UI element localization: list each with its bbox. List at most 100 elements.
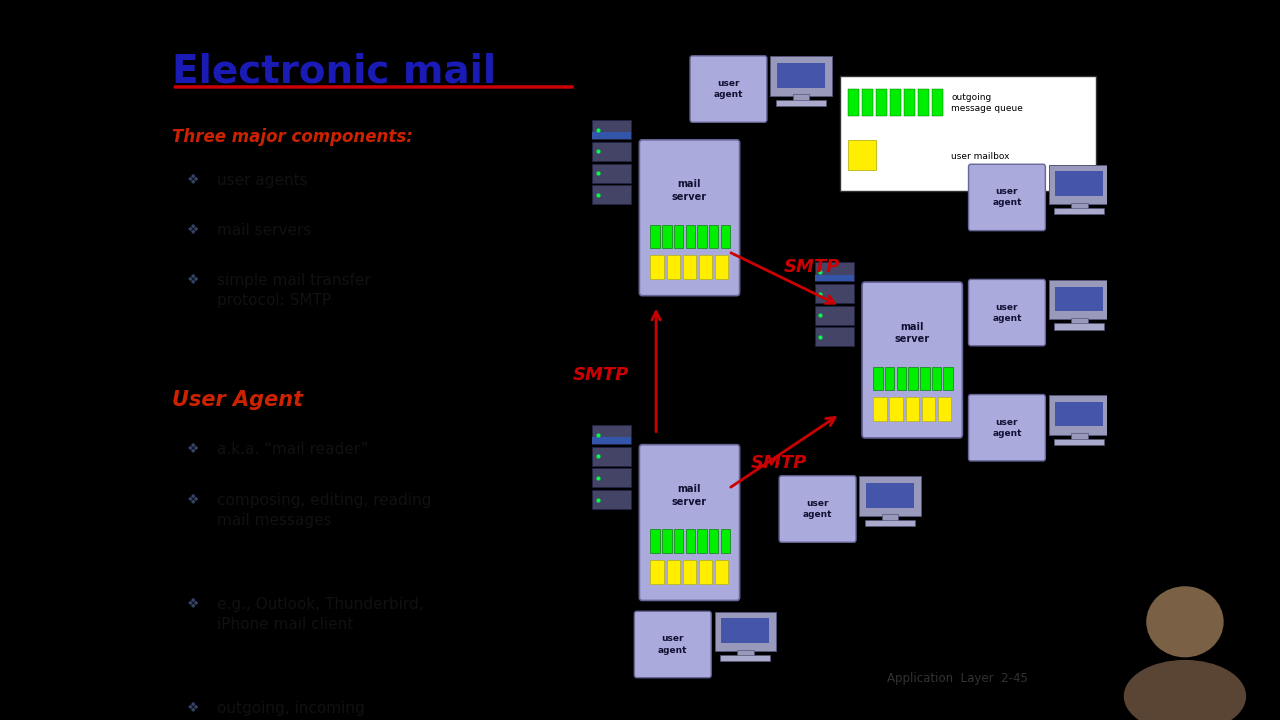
Text: user
agent: user agent <box>714 79 744 99</box>
Bar <box>884 366 895 390</box>
Bar <box>1071 433 1088 440</box>
FancyBboxPatch shape <box>969 164 1046 230</box>
Text: SMTP: SMTP <box>751 454 808 472</box>
Bar <box>699 560 712 583</box>
Bar <box>662 225 672 248</box>
Bar <box>593 163 631 183</box>
Bar <box>909 366 918 390</box>
Bar <box>863 89 873 116</box>
FancyBboxPatch shape <box>863 282 963 438</box>
Bar <box>815 274 854 282</box>
Bar <box>932 366 941 390</box>
Text: ❖: ❖ <box>187 701 200 715</box>
Bar <box>593 446 631 466</box>
Bar <box>849 89 859 116</box>
Ellipse shape <box>1125 661 1245 720</box>
Text: user
agent: user agent <box>658 634 687 654</box>
Bar <box>721 618 769 643</box>
Text: mail
server: mail server <box>672 179 707 202</box>
Bar <box>840 76 1096 191</box>
Bar <box>867 483 914 508</box>
Bar <box>593 437 631 444</box>
Bar <box>698 529 707 553</box>
FancyBboxPatch shape <box>635 611 712 678</box>
Text: SMTP: SMTP <box>785 258 841 276</box>
Text: mail
server: mail server <box>672 485 707 507</box>
Bar <box>938 397 951 421</box>
Bar <box>815 306 854 325</box>
Text: Three major components:: Three major components: <box>173 128 413 146</box>
Text: user
agent: user agent <box>992 418 1021 438</box>
Bar <box>905 397 919 421</box>
Text: ❖: ❖ <box>187 273 200 287</box>
Bar <box>667 255 680 279</box>
Bar <box>650 529 660 553</box>
Bar <box>662 529 672 553</box>
FancyBboxPatch shape <box>969 395 1046 461</box>
Bar <box>873 366 883 390</box>
FancyBboxPatch shape <box>690 56 767 122</box>
Bar <box>904 89 915 116</box>
Bar <box>771 56 832 96</box>
Text: SMTP: SMTP <box>572 366 628 384</box>
Bar <box>698 225 707 248</box>
FancyBboxPatch shape <box>780 476 856 542</box>
Bar <box>815 263 854 282</box>
Bar <box>593 469 631 487</box>
Bar <box>777 63 824 88</box>
Text: user
agent: user agent <box>992 302 1021 323</box>
Circle shape <box>1147 587 1222 657</box>
Bar <box>1071 318 1088 325</box>
Bar <box>667 560 680 583</box>
Bar <box>918 89 929 116</box>
Text: Electronic mail: Electronic mail <box>173 53 497 91</box>
Bar <box>897 366 906 390</box>
Bar <box>714 612 776 652</box>
Text: mail
server: mail server <box>895 322 929 344</box>
Bar <box>776 100 826 106</box>
Bar <box>593 142 631 161</box>
Bar <box>721 655 771 662</box>
Bar <box>686 529 695 553</box>
Bar <box>593 425 631 444</box>
Bar <box>876 89 887 116</box>
Text: User Agent: User Agent <box>173 390 303 410</box>
Bar <box>1048 395 1110 434</box>
Bar <box>699 255 712 279</box>
Bar <box>1048 280 1110 320</box>
Bar <box>593 120 631 139</box>
Bar <box>709 225 718 248</box>
Bar <box>1056 171 1103 196</box>
Bar <box>716 560 728 583</box>
Bar <box>593 490 631 509</box>
Bar <box>920 366 929 390</box>
Bar <box>1055 208 1105 215</box>
Text: mail servers: mail servers <box>218 223 311 238</box>
Bar <box>682 255 696 279</box>
Bar <box>873 397 887 421</box>
Bar <box>709 529 718 553</box>
Bar <box>673 225 684 248</box>
Bar <box>815 284 854 303</box>
Text: outgoing
message queue: outgoing message queue <box>951 93 1023 112</box>
Bar <box>865 520 915 526</box>
FancyBboxPatch shape <box>639 445 740 600</box>
Bar <box>593 185 631 204</box>
Bar <box>682 560 696 583</box>
Bar <box>593 132 631 139</box>
Bar <box>1055 323 1105 330</box>
Text: ❖: ❖ <box>187 441 200 456</box>
Text: outgoing, incoming
messages stored on server: outgoing, incoming messages stored on se… <box>218 701 425 720</box>
Text: user
agent: user agent <box>803 499 832 519</box>
Text: ❖: ❖ <box>187 174 200 187</box>
Bar <box>686 225 695 248</box>
FancyBboxPatch shape <box>639 140 740 296</box>
Bar <box>716 255 728 279</box>
Text: e.g., Outlook, Thunderbird,
iPhone mail client: e.g., Outlook, Thunderbird, iPhone mail … <box>218 597 424 632</box>
Bar <box>943 366 952 390</box>
Text: user agents: user agents <box>218 174 307 189</box>
Text: composing, editing, reading
mail messages: composing, editing, reading mail message… <box>218 493 431 528</box>
Bar <box>650 225 660 248</box>
Bar <box>650 255 664 279</box>
Bar <box>882 515 899 521</box>
